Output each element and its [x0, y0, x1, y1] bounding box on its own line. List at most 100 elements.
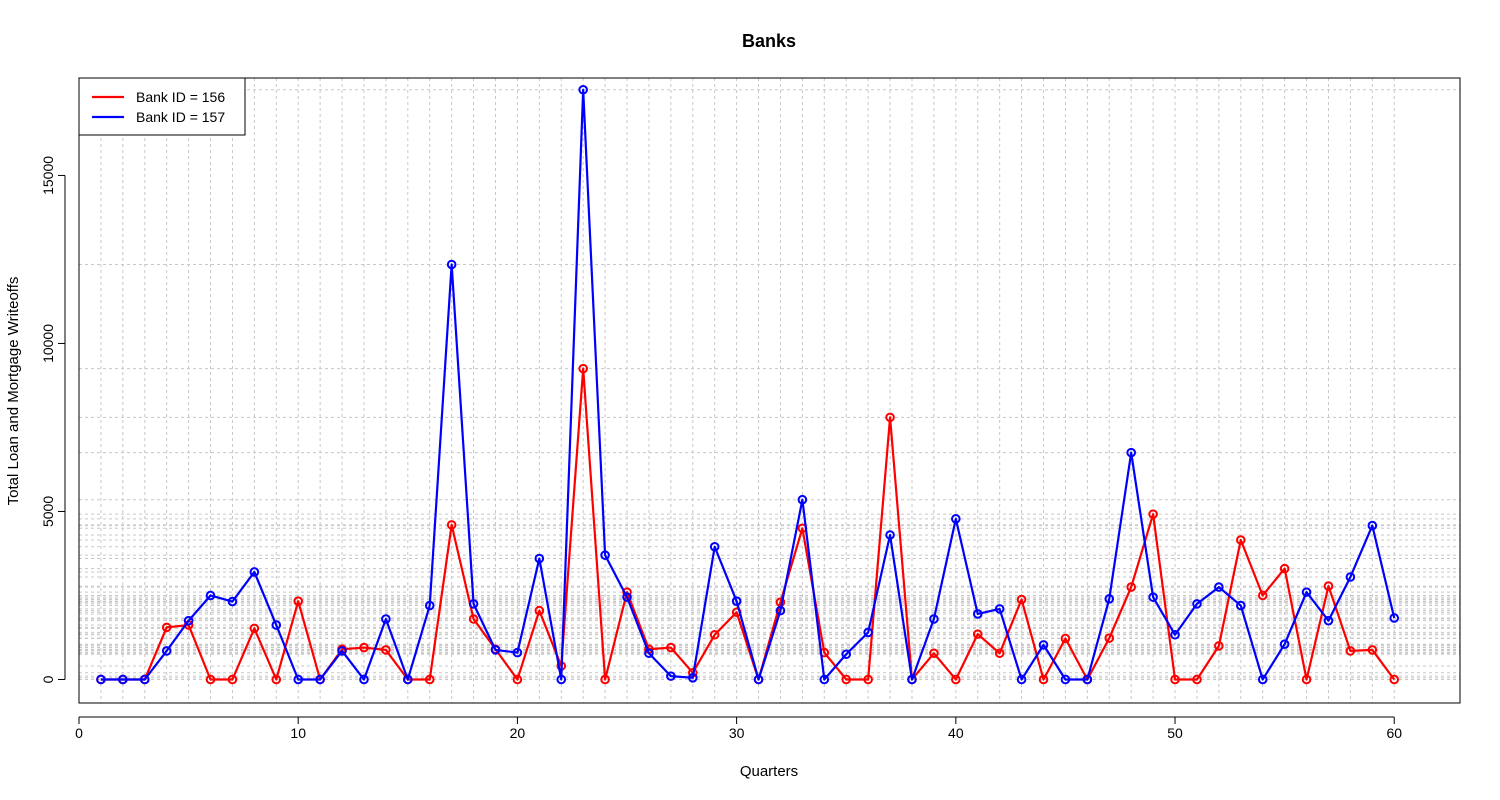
series-1-point — [118, 674, 128, 685]
series-0-point — [709, 629, 720, 640]
series-1-point — [644, 648, 654, 659]
series-1-point — [622, 592, 632, 602]
series-0-point — [1060, 633, 1071, 644]
series-1-point — [972, 609, 983, 619]
series-1-point — [1279, 639, 1290, 649]
series-1-point — [249, 567, 260, 577]
series-1-point — [139, 674, 150, 685]
series-0-point — [841, 674, 852, 685]
series-0-point — [994, 648, 1005, 659]
series-0-point — [1389, 674, 1400, 685]
series-0-point — [468, 614, 479, 624]
series-0-point — [972, 629, 983, 639]
series-1-point — [403, 674, 413, 685]
x-tick-label: 30 — [729, 725, 745, 741]
x-tick-label: 20 — [510, 725, 526, 741]
series-1-point — [731, 596, 742, 606]
series-0-point — [951, 674, 961, 685]
series-0-point — [1323, 581, 1334, 591]
grid — [79, 78, 1460, 703]
series-0-point — [446, 520, 457, 530]
series-0-point — [381, 645, 391, 655]
series-1-point — [1323, 615, 1334, 626]
series-0-point — [1170, 674, 1180, 685]
y-tick-label: 0 — [40, 675, 56, 683]
series-0-point — [1104, 633, 1115, 643]
x-tick-label: 50 — [1167, 725, 1183, 741]
series-1-point — [578, 84, 588, 95]
y-axis-label: Total Loan and Mortgage Writeoffs — [5, 277, 22, 506]
series-1-point — [227, 596, 238, 607]
series-0-point — [359, 642, 369, 653]
series-1-point — [315, 674, 325, 685]
series-1-point — [797, 494, 808, 505]
series-0-point — [1192, 674, 1202, 685]
series-1-point — [468, 599, 479, 609]
series-1-point — [1389, 613, 1400, 623]
series-1-point — [775, 605, 786, 616]
series-1-point — [96, 674, 106, 685]
series-1-point — [1060, 674, 1071, 685]
series-1-point — [1257, 674, 1268, 685]
series-1-point — [337, 646, 347, 656]
series-0-point — [1345, 646, 1356, 656]
series-1-point — [293, 674, 304, 685]
series-1-point — [819, 674, 830, 685]
series-0-point — [1367, 645, 1378, 655]
series-1-point — [1082, 674, 1093, 685]
series-1-point — [161, 646, 172, 656]
series-1-point — [907, 674, 917, 685]
series-0-point — [249, 623, 260, 634]
legend: Bank ID = 156 Bank ID = 157 — [78, 77, 246, 136]
series-0-point — [1126, 582, 1136, 592]
series-0-point — [271, 674, 282, 685]
series-0-point — [1235, 535, 1246, 545]
series-0-point — [929, 648, 939, 659]
series-0-point — [534, 605, 545, 616]
series-1-point — [205, 590, 216, 601]
series-line-1 — [100, 88, 1396, 681]
series-1-point — [929, 614, 939, 624]
series-0-point — [205, 674, 216, 685]
series-1-point — [951, 514, 961, 524]
series-1-point — [512, 647, 523, 658]
series-1-point — [1148, 592, 1158, 602]
legend-label-156: Bank ID = 156 — [136, 89, 225, 105]
series-1-point — [1301, 587, 1312, 597]
series-1-point — [863, 627, 873, 638]
series-1-point — [1126, 447, 1136, 458]
series-0-point — [1016, 594, 1027, 605]
x-tick-label: 0 — [75, 725, 83, 741]
series-1-point — [1170, 629, 1180, 640]
x-axis: 0 10 20 30 40 50 60 — [75, 716, 1402, 741]
series-0-point — [666, 642, 676, 653]
series-0-point — [227, 674, 238, 685]
series-0-point — [1148, 509, 1158, 519]
series-layer — [96, 84, 1400, 685]
legend-box — [78, 77, 246, 136]
y-tick-label: 15000 — [40, 156, 56, 195]
series-1-point — [841, 649, 852, 660]
series-0-point — [424, 674, 435, 685]
series-0-point — [1038, 674, 1049, 685]
series-0-point — [1257, 590, 1268, 601]
series-1-point — [1367, 520, 1378, 531]
series-1-point — [1235, 600, 1246, 611]
series-1-point — [600, 550, 610, 560]
chart-title: Banks — [742, 31, 796, 51]
y-tick-label: 10000 — [40, 324, 56, 363]
x-tick-label: 40 — [948, 725, 964, 741]
series-1-point — [1104, 594, 1115, 604]
legend-label-157: Bank ID = 157 — [136, 109, 225, 125]
x-tick-label: 10 — [290, 725, 306, 741]
series-0-point — [1301, 674, 1312, 685]
series-0-point — [1279, 563, 1290, 574]
series-0-point — [1214, 641, 1224, 651]
series-1-point — [490, 645, 501, 655]
series-1-point — [753, 674, 764, 685]
series-1-point — [271, 620, 282, 630]
x-tick-label: 60 — [1386, 725, 1402, 741]
series-0-point — [293, 596, 304, 606]
series-1-point — [1038, 640, 1049, 650]
series-0-point — [885, 412, 895, 423]
